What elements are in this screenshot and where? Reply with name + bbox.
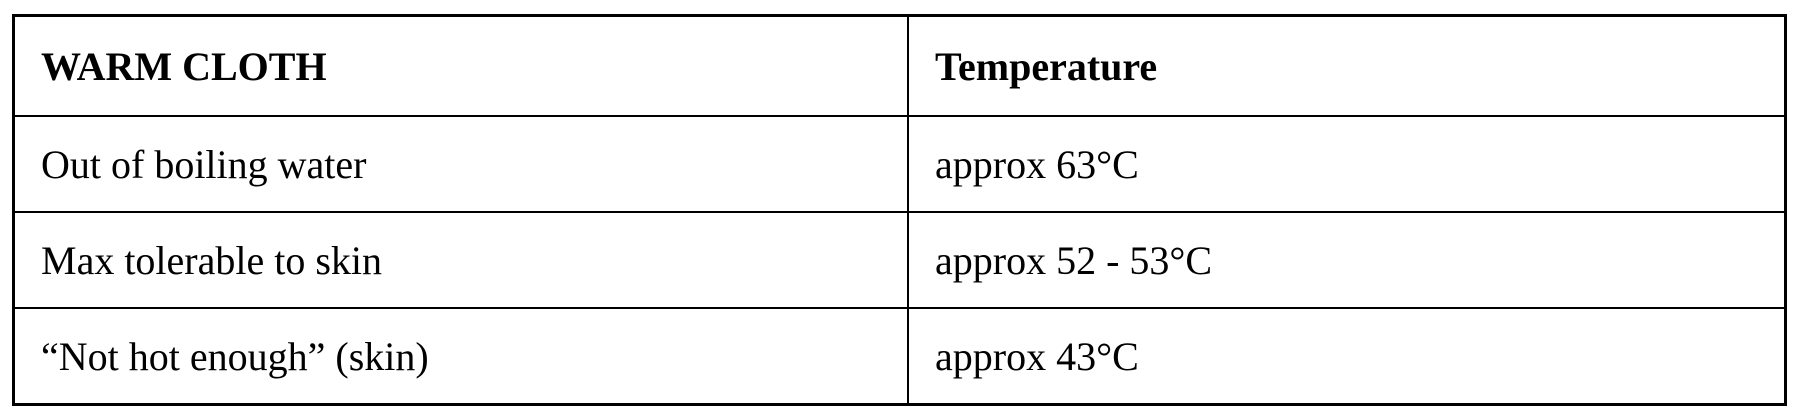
table-row: Out of boiling water approx 63°C <box>14 116 1786 212</box>
header-warm-cloth: WARM CLOTH <box>14 16 909 117</box>
header-temperature: Temperature <box>908 16 1786 117</box>
temperature-table: WARM CLOTH Temperature Out of boiling wa… <box>12 14 1787 406</box>
table-row: “Not hot enough” (skin) approx 43°C <box>14 308 1786 405</box>
cell-temperature: approx 52 - 53°C <box>908 212 1786 308</box>
cell-temperature: approx 63°C <box>908 116 1786 212</box>
cell-condition: Out of boiling water <box>14 116 909 212</box>
cell-condition: “Not hot enough” (skin) <box>14 308 909 405</box>
cell-temperature: approx 43°C <box>908 308 1786 405</box>
table-header-row: WARM CLOTH Temperature <box>14 16 1786 117</box>
table-row: Max tolerable to skin approx 52 - 53°C <box>14 212 1786 308</box>
cell-condition: Max tolerable to skin <box>14 212 909 308</box>
